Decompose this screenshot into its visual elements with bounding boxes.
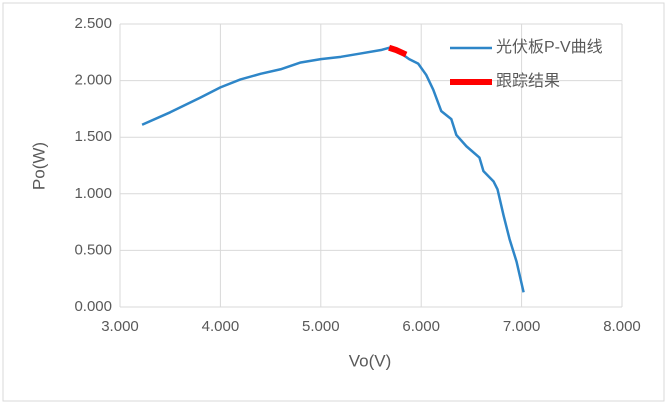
legend-label: 跟踪结果 xyxy=(496,72,560,90)
y-tick-label: 1.000 xyxy=(74,185,112,202)
series-line xyxy=(388,44,408,58)
x-axis-label: Vo(V) xyxy=(349,351,392,370)
y-tick-label: 0.500 xyxy=(74,241,112,258)
y-axis-label: Po(W) xyxy=(29,142,48,190)
legend-label: 光伏板P-V曲线 xyxy=(496,38,603,56)
y-tick-label: 0.000 xyxy=(74,298,112,315)
y-tick-label: 2.000 xyxy=(74,72,112,89)
x-tick-label: 3.000 xyxy=(101,318,139,335)
y-tick-label: 2.500 xyxy=(74,15,112,32)
x-tick-label: 6.000 xyxy=(402,318,440,335)
x-tick-label: 8.000 xyxy=(603,318,641,335)
series-line xyxy=(141,46,525,293)
x-tick-label: 5.000 xyxy=(302,318,340,335)
x-tick-label: 7.000 xyxy=(503,318,541,335)
x-tick-label: 4.000 xyxy=(202,318,240,335)
y-tick-label: 1.500 xyxy=(74,128,112,145)
